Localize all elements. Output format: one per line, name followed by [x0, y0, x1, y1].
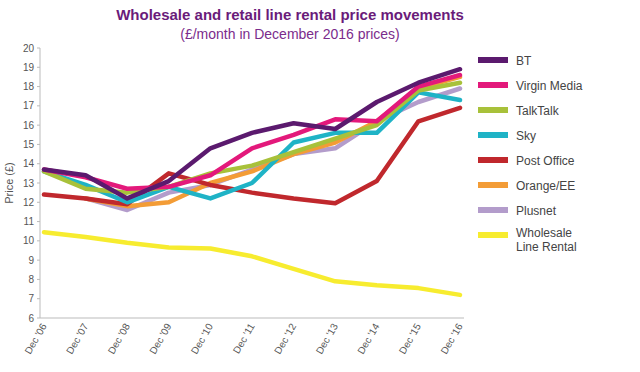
y-tick-label: 19	[23, 62, 35, 73]
y-tick-label: 14	[23, 158, 35, 169]
subtitle: (£/month in December 2016 prices)	[180, 26, 399, 42]
legend-label: Plusnet	[516, 204, 557, 218]
title: Wholesale and retail line rental price m…	[116, 6, 464, 23]
legend-swatch	[478, 132, 508, 138]
y-tick-label: 7	[28, 293, 34, 304]
y-tick-label: 18	[23, 81, 35, 92]
legend-label: Sky	[516, 129, 536, 143]
legend-swatch	[478, 57, 508, 63]
x-tick-label: Dec '13	[314, 321, 341, 356]
series-line	[44, 83, 460, 193]
x-tick-label: Dec '10	[189, 321, 216, 356]
x-tick-label: Dec '11	[231, 321, 257, 355]
x-tick-label: Dec '09	[147, 321, 174, 356]
y-tick	[37, 279, 40, 280]
legend-swatch	[478, 107, 508, 113]
y-tick-label: 20	[23, 43, 35, 54]
y-tick	[37, 48, 40, 49]
x-tick-label: Dec '12	[272, 321, 299, 356]
legend-label: Virgin Media	[516, 79, 583, 93]
y-axis-label: Price (£)	[3, 162, 15, 204]
y-tick-label: 10	[23, 235, 35, 246]
y-tick	[37, 221, 40, 222]
y-tick	[37, 183, 40, 184]
legend-swatch	[478, 157, 508, 163]
y-tick	[37, 260, 40, 261]
x-tick-label: Dec '16	[438, 321, 465, 356]
y-tick-label: 6	[28, 313, 34, 324]
y-tick-label: 17	[23, 100, 35, 111]
y-tick-label: 16	[23, 120, 35, 131]
legend-label: Post Office	[516, 154, 575, 168]
y-tick	[37, 86, 40, 87]
legend-swatch	[478, 182, 508, 188]
y-tick	[37, 298, 40, 299]
y-tick-label: 8	[28, 274, 34, 285]
plot-area	[44, 69, 460, 295]
series-line	[44, 232, 460, 295]
x-tick-label: Dec '06	[22, 321, 49, 356]
legend-label: BT	[516, 54, 532, 68]
y-tick	[37, 105, 40, 106]
y-tick-label: 9	[28, 255, 34, 266]
chart: Wholesale and retail line rental price m…	[0, 0, 640, 372]
legend-label: Orange/EE	[516, 179, 575, 193]
y-tick	[37, 67, 40, 68]
y-tick-label: 13	[23, 178, 35, 189]
legend-label: TalkTalk	[516, 104, 560, 118]
y-tick	[37, 144, 40, 145]
legend-swatch	[478, 232, 508, 238]
series-line	[44, 69, 460, 198]
y-tick	[37, 202, 40, 203]
y-tick-label: 11	[24, 216, 35, 227]
x-tick-label: Dec '08	[106, 321, 133, 356]
legend-label: Wholesale Line Rental	[516, 226, 577, 254]
y-tick-label: 15	[23, 139, 35, 150]
y-tick-label: 12	[23, 197, 35, 208]
x-tick-label: Dec '07	[64, 321, 91, 356]
y-tick	[37, 163, 40, 164]
x-tick-label: Dec '15	[397, 321, 424, 356]
y-tick	[37, 125, 40, 126]
y-tick	[37, 240, 40, 241]
legend-swatch	[478, 207, 508, 213]
x-axis	[40, 318, 464, 319]
y-tick	[37, 318, 40, 319]
x-tick-label: Dec '14	[355, 321, 382, 356]
legend-swatch	[478, 82, 508, 88]
